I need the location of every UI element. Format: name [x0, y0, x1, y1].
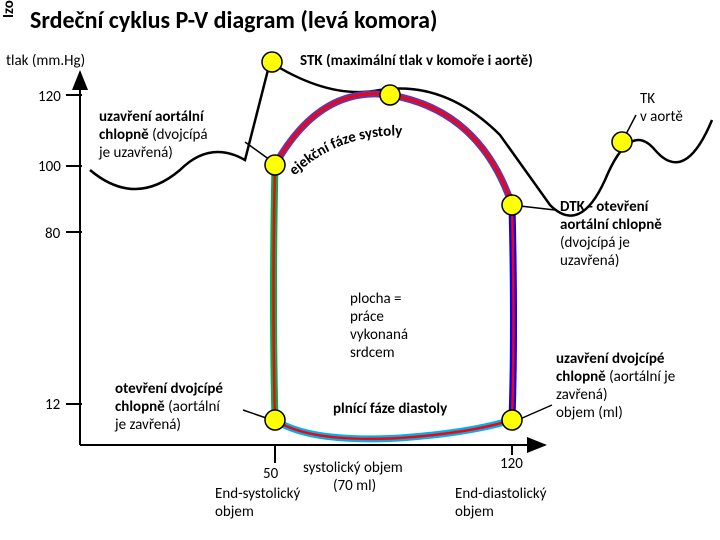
node-top — [380, 85, 400, 105]
node-dtk — [502, 195, 522, 215]
node-open-bi — [265, 410, 285, 430]
node-close-aortic — [265, 155, 285, 175]
diagram-svg: ejekční fáze systoly — [0, 0, 720, 540]
node-stk — [262, 52, 282, 72]
node-tk — [612, 132, 632, 152]
node-close-bi — [502, 410, 522, 430]
